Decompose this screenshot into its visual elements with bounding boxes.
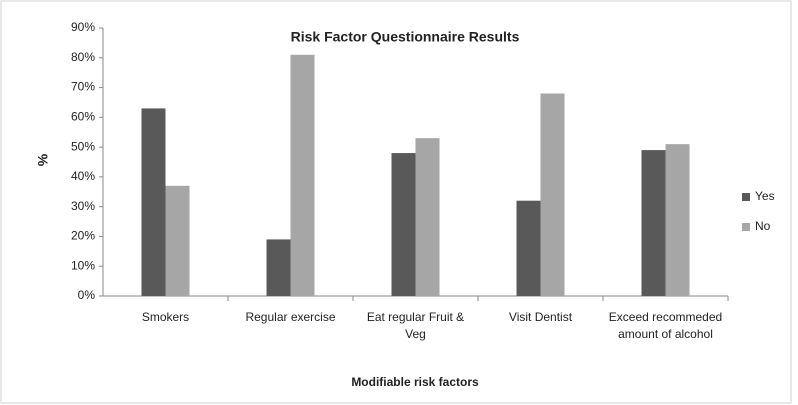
legend-swatch xyxy=(742,223,750,231)
bar xyxy=(540,93,565,296)
y-tick-label: 40% xyxy=(71,169,95,183)
bar xyxy=(665,144,690,296)
y-tick-label: 0% xyxy=(78,288,96,302)
bar xyxy=(641,150,666,296)
chart-title: Risk Factor Questionnaire Results xyxy=(291,29,520,45)
y-tick-label: 30% xyxy=(71,199,95,213)
y-tick-label: 80% xyxy=(71,50,95,64)
y-tick-label: 60% xyxy=(71,110,95,124)
legend-label: Yes xyxy=(755,189,775,203)
bar xyxy=(290,54,315,296)
x-axis-title: Modifiable risk factors xyxy=(351,375,479,389)
y-axis-title: % xyxy=(35,153,51,166)
x-tick-label: Eat regular Fruit & Veg xyxy=(367,310,464,341)
bar xyxy=(266,239,291,296)
x-tick-label: Smokers xyxy=(142,310,189,324)
bar xyxy=(391,153,416,296)
bar xyxy=(415,138,440,296)
y-tick-label: 50% xyxy=(71,139,95,153)
legend-swatch xyxy=(742,193,750,201)
x-tick-label: Regular exercise xyxy=(245,310,335,324)
y-tick-label: 70% xyxy=(71,80,95,94)
bar xyxy=(516,200,541,296)
x-tick-label: Visit Dentist xyxy=(509,310,573,324)
y-tick-label: 90% xyxy=(71,20,95,34)
bar xyxy=(141,108,166,297)
bar xyxy=(165,185,190,296)
y-tick-label: 20% xyxy=(71,229,95,243)
y-tick-label: 10% xyxy=(71,258,95,272)
x-tick-label: Exceed recommeded amount of alcohol xyxy=(609,310,722,341)
legend-label: No xyxy=(755,219,771,233)
